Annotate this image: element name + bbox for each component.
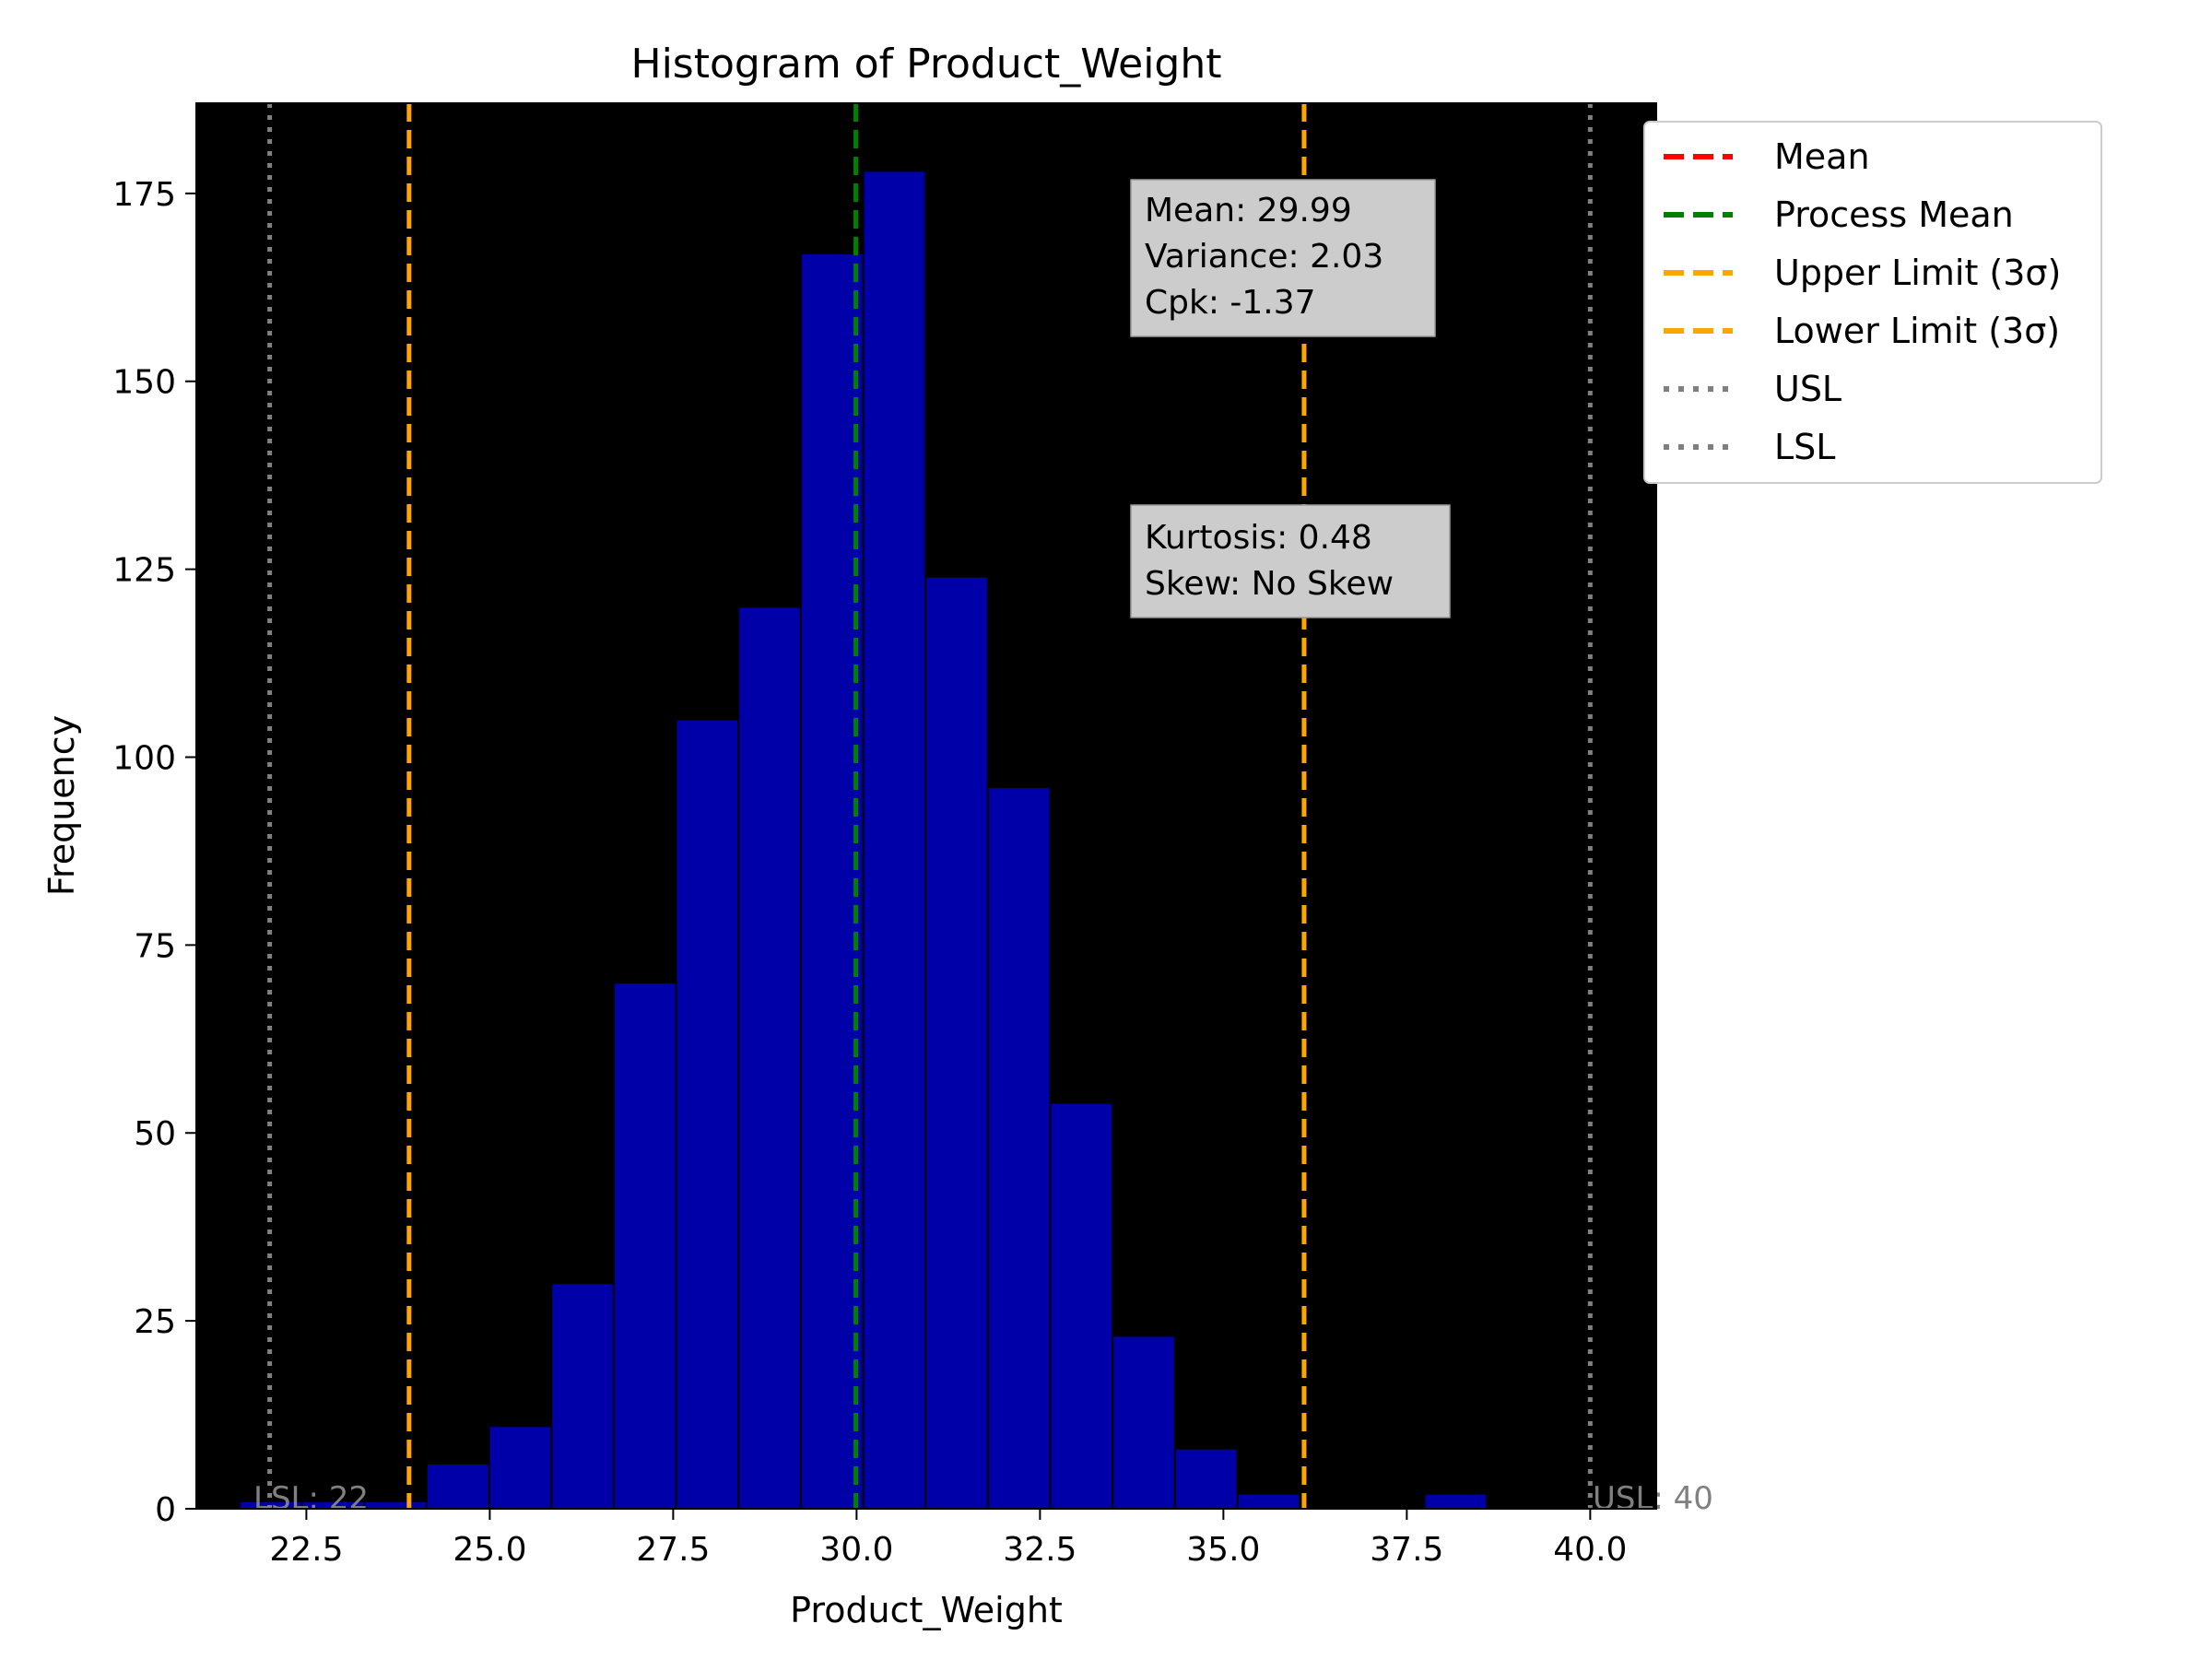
legend-label: Mean	[1774, 136, 1870, 177]
histogram-bar	[1236, 1492, 1301, 1510]
y-tick-label: 100	[112, 739, 176, 777]
x-tick-label: 25.0	[453, 1531, 526, 1569]
stats-cpk: Cpk: -1.37	[1145, 284, 1316, 322]
y-tick-label: 75	[134, 927, 176, 965]
legend-label: USL	[1774, 369, 1841, 409]
y-tick-label: 150	[112, 364, 176, 402]
histogram-bar	[363, 1500, 428, 1511]
x-tick-label: 35.0	[1186, 1531, 1260, 1569]
usl-annotation: USL: 40	[1593, 1480, 1713, 1517]
y-tick-label: 50	[134, 1115, 176, 1153]
legend-label: Lower Limit (3σ)	[1774, 311, 2060, 351]
histogram-bar	[737, 606, 802, 1510]
y-tick-label: 0	[155, 1491, 176, 1529]
bars-group	[238, 170, 1488, 1511]
legend: Mean Process Mean Upper Limit (3σ) Lower Li…	[1643, 121, 2102, 484]
legend-label: Upper Limit (3σ)	[1774, 253, 2061, 293]
x-tick-label: 40.0	[1553, 1531, 1627, 1569]
stats-mean: Mean: 29.99	[1145, 192, 1352, 229]
legend-label: Process Mean	[1774, 194, 2014, 235]
stats-variance: Variance: 2.03	[1145, 238, 1383, 276]
y-tick-label: 175	[112, 176, 176, 214]
y-tick-label: 25	[134, 1303, 176, 1341]
x-tick-label: 27.5	[636, 1531, 710, 1569]
y-axis: 0 25 50 75 100 125 150 175	[112, 176, 196, 1529]
histogram-bar	[1049, 1101, 1114, 1510]
shape-skew: Skew: No Skew	[1145, 565, 1394, 603]
histogram-bar	[550, 1282, 615, 1510]
legend-label: LSL	[1774, 427, 1835, 467]
x-tick-label: 30.0	[819, 1531, 893, 1569]
shape-kurtosis: Kurtosis: 0.48	[1145, 519, 1372, 557]
histogram-bar	[1112, 1335, 1176, 1510]
shape-box-background	[1130, 504, 1451, 618]
histogram-bar	[1173, 1447, 1239, 1511]
histogram-bar	[425, 1463, 490, 1510]
y-axis-label: Frequency	[41, 715, 82, 896]
x-axis-label: Product_Weight	[790, 1590, 1063, 1630]
stats-box-background	[1130, 179, 1436, 337]
stats-box: Mean: 29.99 Variance: 2.03 Cpk: -1.37	[1130, 179, 1436, 337]
shape-box: Kurtosis: 0.48 Skew: No Skew	[1130, 504, 1451, 618]
legend-box	[1643, 121, 2102, 484]
histogram-bar	[675, 718, 740, 1510]
histogram-bar	[924, 575, 989, 1510]
y-tick-label: 125	[112, 552, 176, 590]
x-axis: 22.5 25.0 27.5 30.0 32.5 35.0 37.5 40.0	[269, 1509, 1627, 1569]
chart-title: Histogram of Product_Weight	[631, 41, 1222, 88]
x-tick-label: 32.5	[1003, 1531, 1077, 1569]
histogram-bar	[612, 982, 677, 1510]
histogram-bar	[799, 253, 865, 1511]
histogram-bar	[1423, 1492, 1488, 1510]
lsl-annotation: LSL: 22	[253, 1480, 369, 1517]
reference-lines-group	[267, 103, 1593, 1509]
x-tick-label: 37.5	[1370, 1531, 1443, 1569]
histogram-bar	[488, 1425, 553, 1510]
histogram-bar	[986, 786, 1052, 1510]
histogram-bar	[862, 170, 927, 1510]
plot-frame	[195, 102, 1657, 1510]
x-tick-label: 22.5	[269, 1531, 343, 1569]
